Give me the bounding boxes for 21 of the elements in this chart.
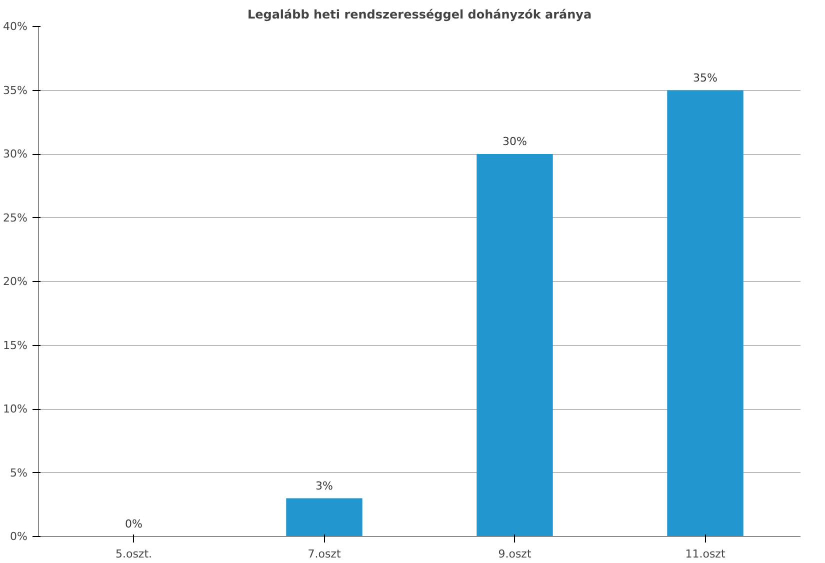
y-tick-label: 10% [3,402,28,416]
y-tick-label: 30% [3,148,28,160]
bar [476,154,553,536]
data-label: 3% [316,479,333,492]
y-tick-label: 0% [10,530,28,543]
data-label: 0% [125,518,142,530]
x-tick-label: 9.oszt [498,548,532,560]
y-tick-label: 20% [3,275,28,288]
y-tick-label: 35% [3,84,28,97]
x-tick-label: 5.oszt. [115,548,152,560]
y-tick-label: 25% [3,211,28,224]
y-tick-label: 5% [10,466,28,480]
chart-title: Legalább heti rendszerességgel dohányzók aránya [247,8,592,22]
data-label: 30% [502,135,527,148]
x-tick-label: 7.oszt [308,548,342,560]
bar [667,90,744,536]
data-label: 35% [693,71,718,84]
y-tick-label: 40% [3,20,28,33]
x-tick-label: 11.oszt [685,548,726,560]
y-tick-label: 15% [3,338,28,352]
bar [286,498,362,536]
